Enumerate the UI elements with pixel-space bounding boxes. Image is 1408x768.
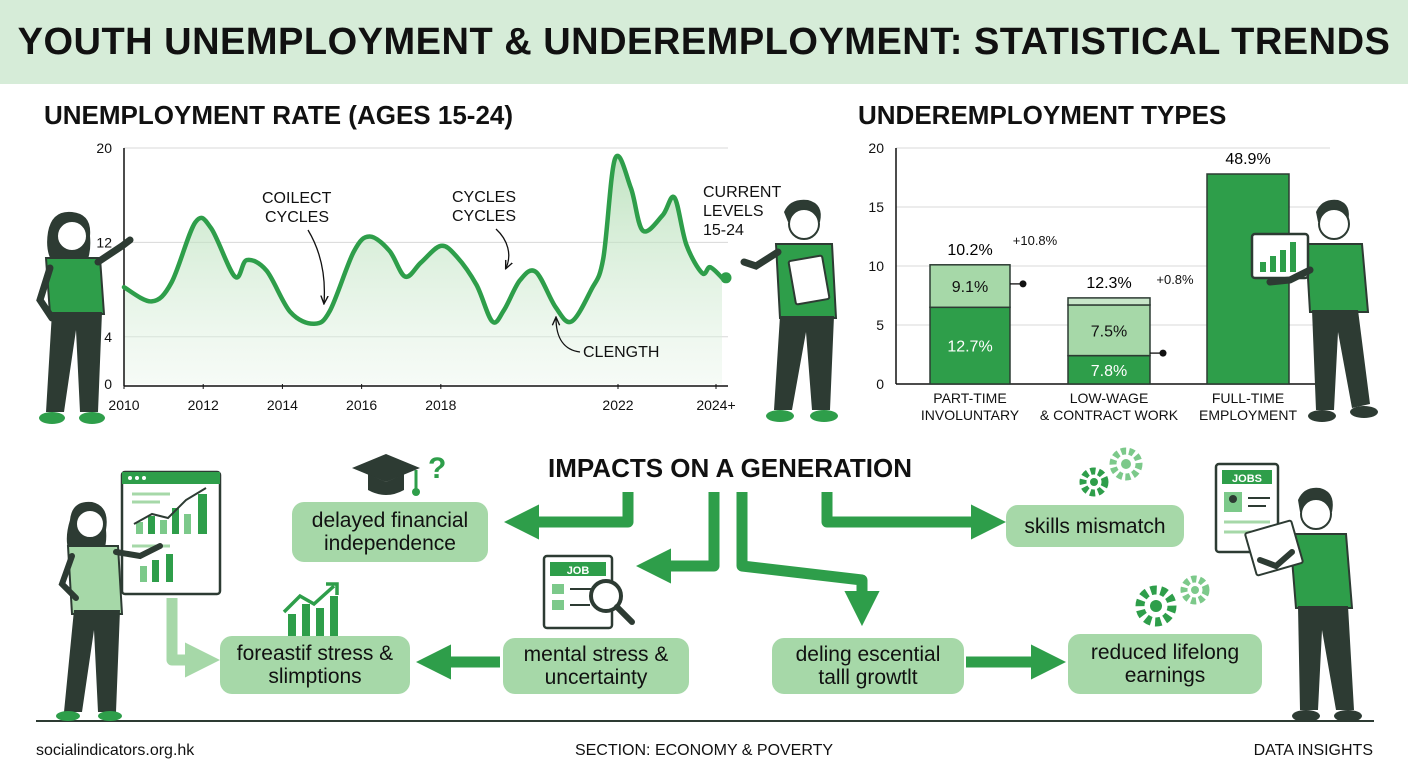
bar-total-label: 48.9% xyxy=(1225,151,1270,168)
bar-segment xyxy=(929,264,1011,309)
annotation-coilect-1: COILECT xyxy=(262,190,332,207)
arrow-to-delayed xyxy=(503,492,634,540)
bar-chart: 0 5 10 15 20 12.7% 9.1% 10.2% +10.8% 7.8% 7.5% 12.… xyxy=(868,140,1330,423)
box-delayed-financial-independence: delayed financial independence xyxy=(292,502,488,562)
bar-y-tick-label: 15 xyxy=(868,199,884,215)
line-chart-area xyxy=(124,155,722,384)
woman-presenter-bottom-left xyxy=(56,501,163,721)
svg-text:JOBS: JOBS xyxy=(1232,473,1262,485)
delta-marker xyxy=(1019,280,1027,288)
woman-presenter-top-left xyxy=(36,211,134,424)
bar-delta-label: +0.8% xyxy=(1156,272,1194,287)
bar-segment-label: 7.8% xyxy=(1091,363,1127,380)
footer-source: socialindicators.org.hk xyxy=(36,742,195,759)
man-with-clipboard xyxy=(740,199,838,422)
gears-icon-bottom xyxy=(1135,575,1210,627)
svg-text:JOB: JOB xyxy=(567,565,590,577)
impacts-title: IMPACTS ON A GENERATION xyxy=(548,453,912,483)
chart-board-icon xyxy=(120,470,222,596)
annotation-current-2: LEVELS xyxy=(703,203,763,220)
bar-category-label: PART-TIME INVOLUNTARY xyxy=(921,390,1020,423)
bar-total-label: 12.3% xyxy=(1086,275,1131,292)
box-foreastif-stress: foreastif stress & slimptions xyxy=(220,636,410,694)
man-with-tablet xyxy=(1250,199,1378,422)
annotation-current-1: CURRENT xyxy=(703,184,781,201)
annotation-arrow-3 xyxy=(556,318,581,353)
bar-total-label: 10.2% xyxy=(947,242,992,259)
line-y-tick-label: 20 xyxy=(96,140,112,156)
bar-segment-label: 9.1% xyxy=(952,279,988,296)
arrow-to-job xyxy=(635,492,720,584)
bar-category-label: LOW-WAGE & CONTRACT WORK xyxy=(1040,390,1179,423)
footer-brand: DATA INSIGHTS xyxy=(1253,742,1373,759)
bar-y-tick-label: 5 xyxy=(876,317,884,333)
bar-delta-label: +10.8% xyxy=(1013,233,1058,248)
annotation-clength: CLENGTH xyxy=(583,344,659,361)
line-chart: 2010 2012 2014 2016 2018 2022 2024+ 0 4 12 20 COI… xyxy=(96,140,781,413)
gears-icon-top xyxy=(1079,447,1143,497)
bar-segment xyxy=(1067,354,1151,385)
impact-arrows xyxy=(166,492,1067,680)
box-skills-mismatch: skills mismatch xyxy=(1006,505,1184,547)
arrow-to-skills xyxy=(821,492,1007,540)
annotation-coilect-2: CYCLES xyxy=(265,209,329,226)
bar-segment-label: 12.7% xyxy=(947,339,992,356)
bar-segment xyxy=(1067,304,1151,357)
line-y-tick-label: 0 xyxy=(104,376,112,392)
annotation-arrow-2 xyxy=(495,228,509,268)
line-x-tick-label: 2012 xyxy=(188,397,219,413)
growth-chart-icon xyxy=(282,582,339,636)
title-banner: YOUTH UNEMPLOYMENT & UNDEREMPLOYMENT: ST… xyxy=(0,0,1408,84)
bar-segment-label: 7.5% xyxy=(1091,323,1127,340)
bar-category-label: FULL-TIME EMPLOYMENT xyxy=(1199,390,1297,423)
delta-marker xyxy=(1159,349,1167,357)
annotation-cycles-2: CYCLES xyxy=(452,208,516,225)
graduation-cap-icon: ? xyxy=(352,452,446,496)
footer-section: SECTION: ECONOMY & POVERTY xyxy=(574,742,834,759)
line-y-tick-label: 12 xyxy=(96,234,112,250)
line-x-tick-label: 2018 xyxy=(425,397,456,413)
arrow-chart-to-foreastif xyxy=(166,598,221,678)
line-x-tick-label: 2010 xyxy=(108,397,139,413)
line-y-tick-label: 4 xyxy=(104,329,112,345)
arrow-to-deling xyxy=(736,492,880,627)
bar-segment xyxy=(929,306,1011,385)
bar-y-tick-label: 20 xyxy=(868,140,884,156)
line-series xyxy=(121,153,725,327)
line-x-tick-label: 2014 xyxy=(267,397,298,413)
bar-y-tick-label: 10 xyxy=(868,258,884,274)
page-title: YOUTH UNEMPLOYMENT & UNDEREMPLOYMENT: ST… xyxy=(17,20,1391,63)
current-level-dot xyxy=(720,272,732,284)
job-document-icon: JOB xyxy=(542,554,635,630)
box-deling-escential: deling escential talll growtlt xyxy=(772,638,964,694)
bar-segment xyxy=(1067,297,1151,306)
box-reduced-lifelong-earnings: reduced lifelong earnings xyxy=(1068,634,1262,694)
svg-text:?: ? xyxy=(428,452,446,485)
line-x-tick-label: 2024+ xyxy=(696,397,735,413)
line-x-tick-label: 2022 xyxy=(602,397,633,413)
bar-y-tick-label: 0 xyxy=(876,376,884,392)
line-chart-title: UNEMPLOYMENT RATE (AGES 15-24) xyxy=(44,100,514,130)
annotation-current-3: 15-24 xyxy=(703,222,744,239)
man-with-paper xyxy=(1244,487,1362,722)
bar-chart-title: UNDEREMPLOYMENT TYPES xyxy=(858,100,1227,130)
line-x-tick-label: 2016 xyxy=(346,397,377,413)
annotation-arrow-1 xyxy=(307,229,324,303)
box-mental-stress: mental stress & uncertainty xyxy=(503,638,689,694)
annotation-cycles-1: CYCLES xyxy=(452,189,516,206)
